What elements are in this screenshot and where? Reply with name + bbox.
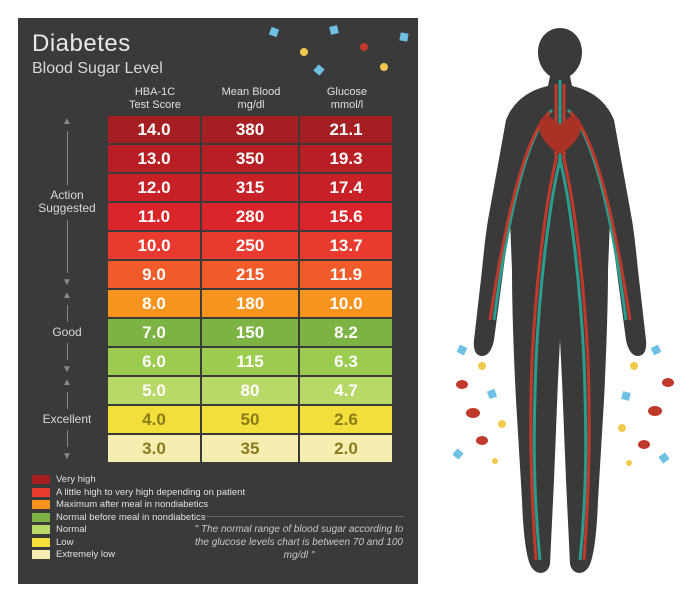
legend-label: Normal before meal in nondiabetics	[56, 512, 205, 523]
cell: 2.6	[300, 406, 392, 433]
legend-swatch	[32, 538, 50, 547]
cell: 8.2	[300, 319, 392, 346]
header-mgdl: Mean Blood mg/dl	[202, 86, 300, 112]
table-row: 11.028015.6	[108, 203, 404, 230]
cell: 13.0	[108, 145, 200, 172]
cell: 80	[202, 377, 298, 404]
cell: 7.0	[108, 319, 200, 346]
legend-label: Low	[56, 537, 73, 548]
column-headers: HBA-1C Test Score Mean Blood mg/dl Gluco…	[108, 86, 404, 112]
cell: 150	[202, 319, 298, 346]
legend-item: Very high	[32, 474, 404, 485]
footnote: " The normal range of blood sugar accord…	[194, 516, 404, 562]
table-row: 5.0804.7	[108, 377, 404, 404]
cell: 21.1	[300, 116, 392, 143]
cell: 215	[202, 261, 298, 288]
cell: 4.0	[108, 406, 200, 433]
table-row: 10.025013.7	[108, 232, 404, 259]
cell: 350	[202, 145, 298, 172]
chart-panel: Diabetes Blood Sugar Level HBA-1C Test S…	[18, 18, 418, 584]
legend-item: Maximum after meal in nondiabetics	[32, 499, 404, 510]
cell: 10.0	[108, 232, 200, 259]
table-row: 13.035019.3	[108, 145, 404, 172]
legend-swatch	[32, 513, 50, 522]
body-silhouette	[440, 20, 680, 580]
cell: 280	[202, 203, 298, 230]
cell: 14.0	[108, 116, 200, 143]
table-area: ▲Action Suggested▼▲Good▼▲Excellent▼ 14.0…	[32, 116, 404, 464]
legend-label: A little high to very high depending on …	[56, 487, 245, 498]
cell: 13.7	[300, 232, 392, 259]
cell: 250	[202, 232, 298, 259]
cell: 4.7	[300, 377, 392, 404]
cell: 9.0	[108, 261, 200, 288]
data-rows: 14.038021.113.035019.312.031517.411.0280…	[108, 116, 404, 464]
particles-left-hand	[448, 340, 528, 480]
cell: 2.0	[300, 435, 392, 462]
cell: 17.4	[300, 174, 392, 201]
cell: 6.3	[300, 348, 392, 375]
table-row: 8.018010.0	[108, 290, 404, 317]
cell: 3.0	[108, 435, 200, 462]
cell: 115	[202, 348, 298, 375]
table-row: 12.031517.4	[108, 174, 404, 201]
legend-item: A little high to very high depending on …	[32, 487, 404, 498]
cell: 10.0	[300, 290, 392, 317]
cell: 11.0	[108, 203, 200, 230]
legend-swatch	[32, 525, 50, 534]
table-row: 7.01508.2	[108, 319, 404, 346]
cell: 15.6	[300, 203, 392, 230]
table-row: 9.021511.9	[108, 261, 404, 288]
cell: 5.0	[108, 377, 200, 404]
table-row: 14.038021.1	[108, 116, 404, 143]
legend-swatch	[32, 488, 50, 497]
confetti-top	[260, 18, 420, 78]
header-hba1c: HBA-1C Test Score	[108, 86, 202, 112]
header-mmol: Glucose mmol/l	[300, 86, 394, 112]
cell: 8.0	[108, 290, 200, 317]
legend-label: Very high	[56, 474, 96, 485]
cell: 35	[202, 435, 298, 462]
legend-label: Extremely low	[56, 549, 115, 560]
cell: 50	[202, 406, 298, 433]
cell: 180	[202, 290, 298, 317]
legend-swatch	[32, 500, 50, 509]
range-column: ▲Action Suggested▼▲Good▼▲Excellent▼	[32, 116, 108, 464]
legend-label: Maximum after meal in nondiabetics	[56, 499, 208, 510]
legend-label: Normal	[56, 524, 87, 535]
legend-swatch	[32, 475, 50, 484]
table-row: 4.0502.6	[108, 406, 404, 433]
table-row: 6.01156.3	[108, 348, 404, 375]
table-row: 3.0352.0	[108, 435, 404, 462]
cell: 6.0	[108, 348, 200, 375]
range-label: ▲Excellent▼	[32, 377, 102, 462]
range-label: ▲Action Suggested▼	[32, 116, 102, 288]
range-label: ▲Good▼	[32, 290, 102, 375]
cell: 380	[202, 116, 298, 143]
cell: 19.3	[300, 145, 392, 172]
cell: 315	[202, 174, 298, 201]
legend-swatch	[32, 550, 50, 559]
cell: 11.9	[300, 261, 392, 288]
particles-right-hand	[612, 340, 692, 480]
cell: 12.0	[108, 174, 200, 201]
